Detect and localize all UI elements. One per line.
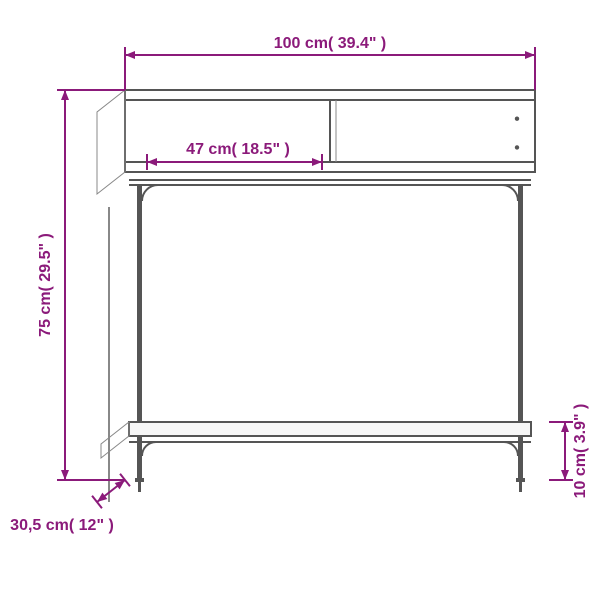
dim-height [57,90,81,480]
dim-foot [549,422,573,480]
furniture [97,90,535,502]
dim-label-compart: 47 cm( 18.5" ) [186,141,290,158]
dim-depth [92,474,130,509]
dim-label-height: 75 cm( 29.5" ) [37,233,54,337]
dim-label-width: 100 cm( 39.4" ) [274,35,387,52]
dimension-diagram: 100 cm( 39.4" ) 75 cm( 29.5" ) 47 cm( 18.5… [0,0,600,600]
dim-label-foot: 10 cm( 3.9" ) [572,404,589,499]
dim-label-depth: 30,5 cm( 12" ) [10,517,114,534]
dimensions: 100 cm( 39.4" ) 75 cm( 29.5" ) 47 cm( 18.5… [10,35,589,534]
